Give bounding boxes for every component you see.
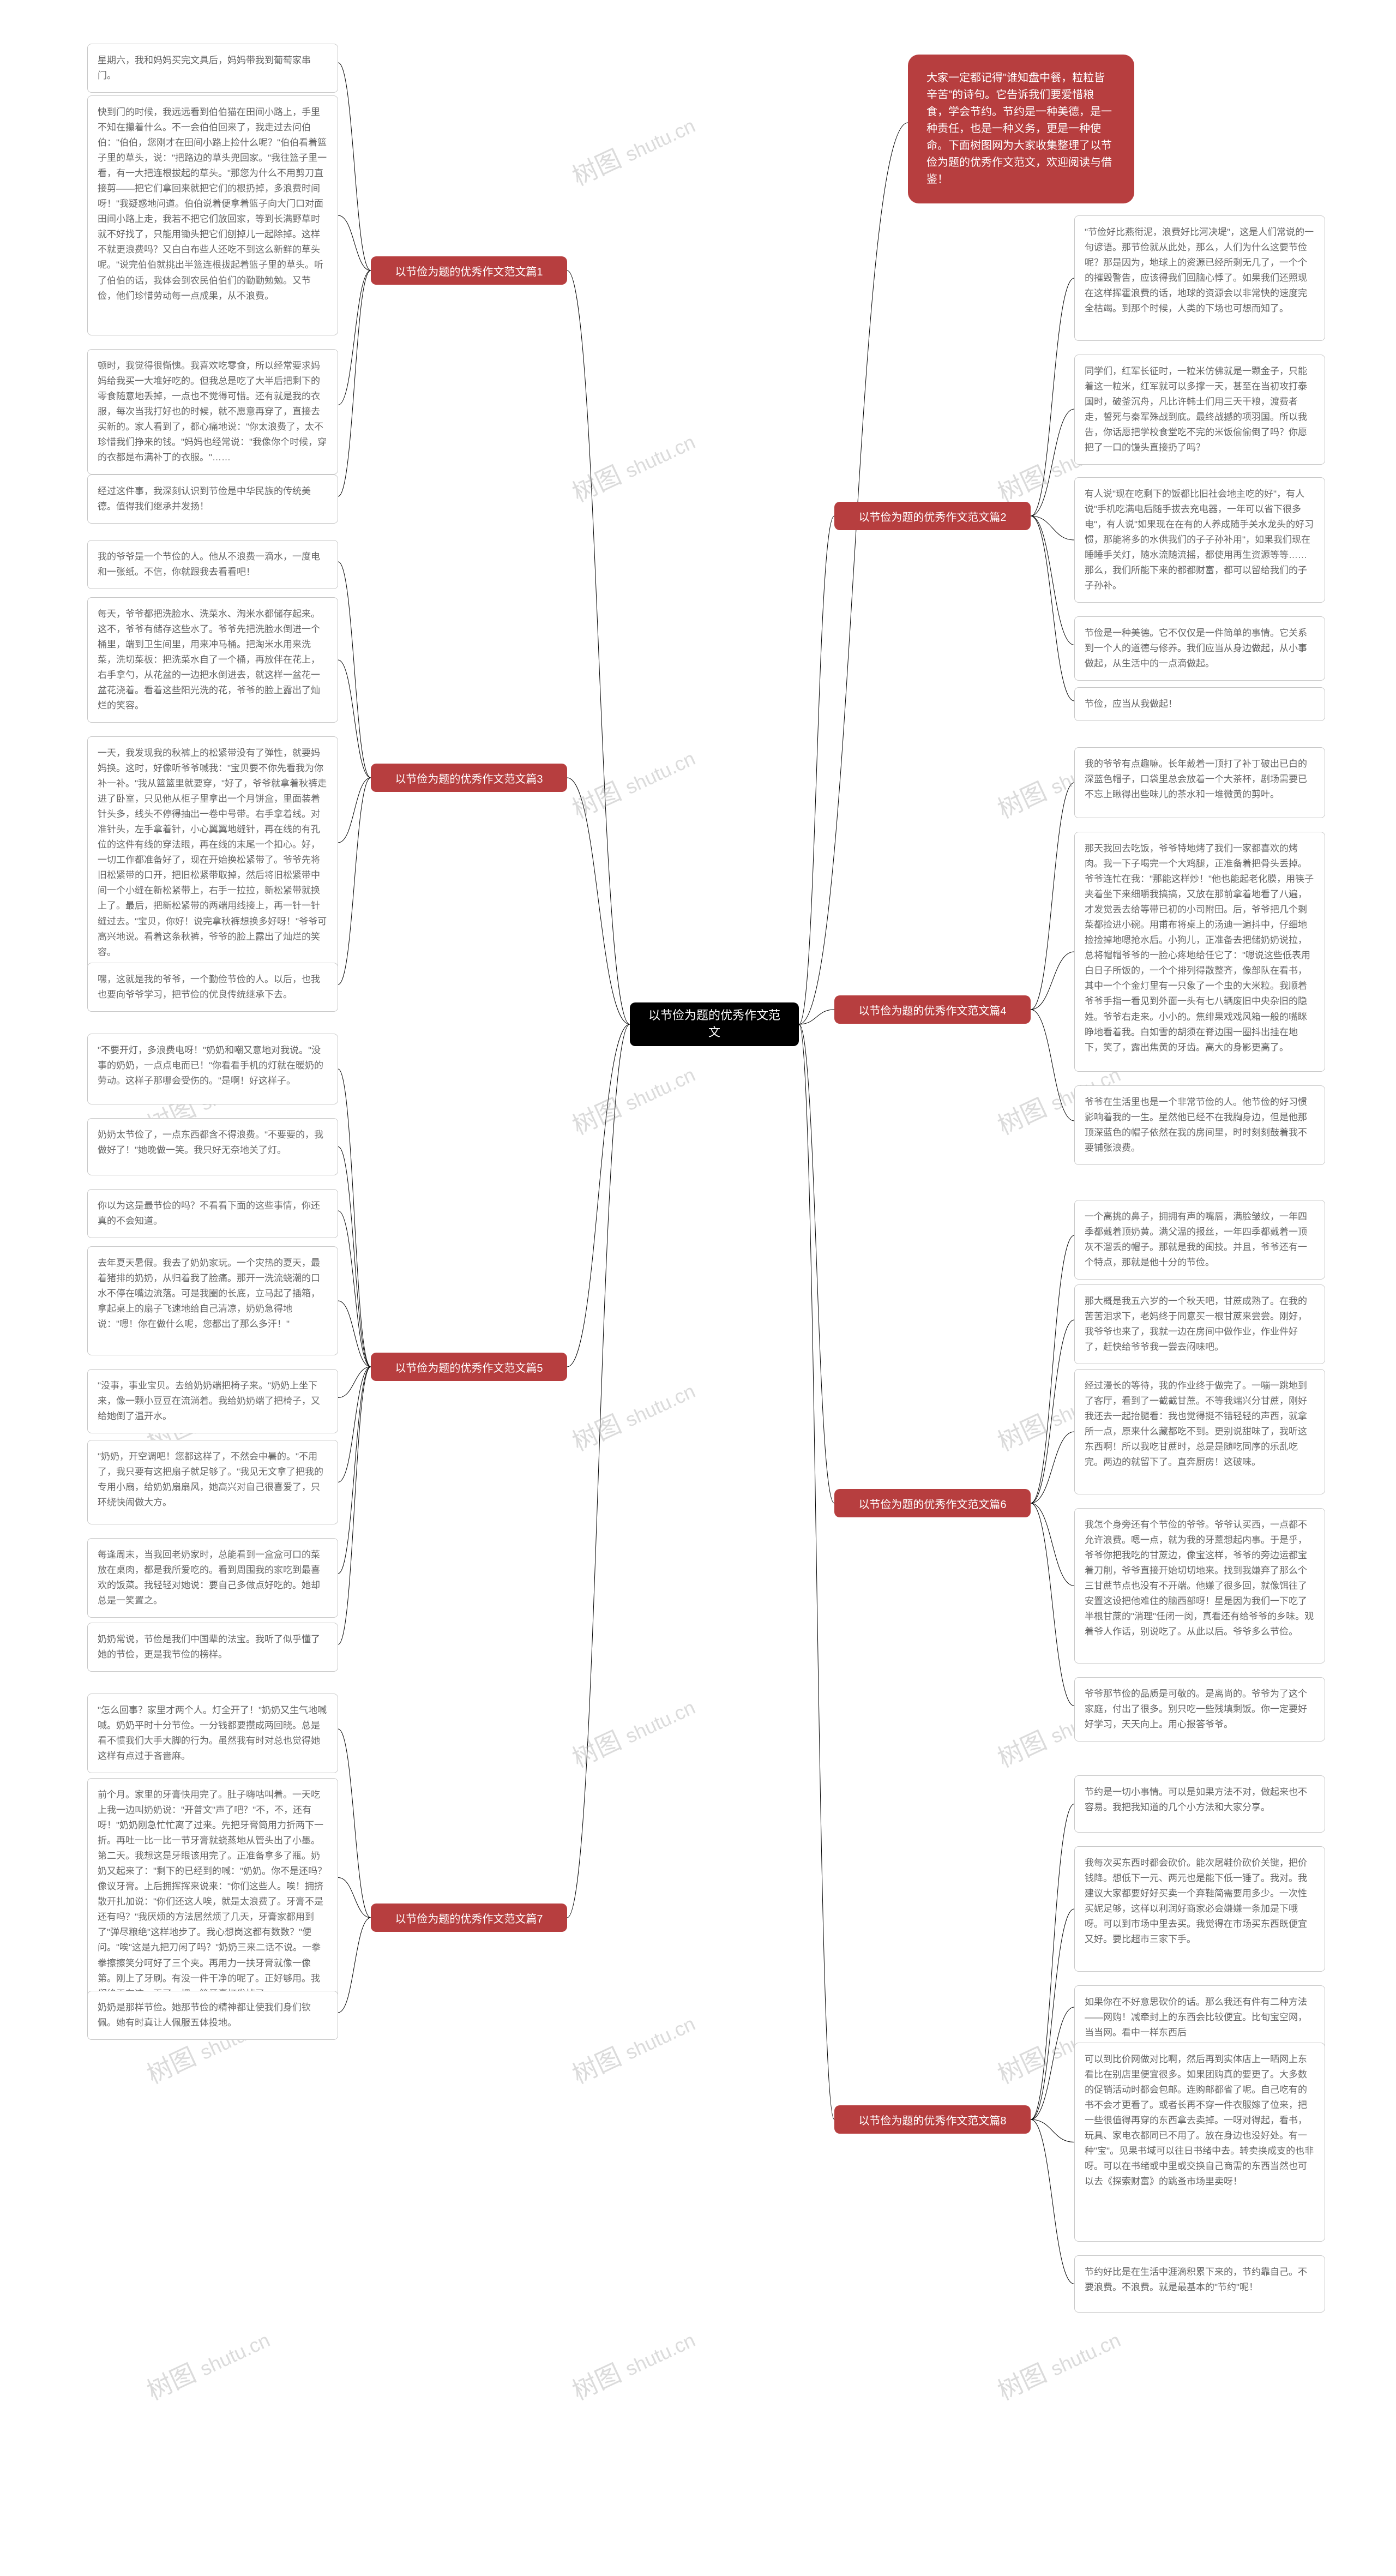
note-node[interactable]: "节俭好比燕衔泥，浪费好比河决堤"，这是人们常说的一句谚语。那节俭就从此处，那么… [1074, 215, 1325, 341]
note-node[interactable]: 节约是一切小事情。可以是如果方法不对，做起来也不容易。我把我知道的几个小方法和大… [1074, 1775, 1325, 1833]
mindmap-canvas: 树图 shutu.cn 树图 shutu.cn 树图 shutu.cn 树图 shut… [0, 0, 1396, 2576]
chapter-node[interactable]: 以节俭为题的优秀作文范文篇4 [834, 995, 1031, 1024]
note-node[interactable]: 那天我回去吃饭，爷爷特地烤了我们一家都喜欢的烤肉。我一下子喝完一个大鸡腿，正准备… [1074, 832, 1325, 1072]
note-node[interactable]: 你以为这是最节俭的吗？不看看下面的这些事情，你还真的不会知道。 [87, 1189, 338, 1238]
note-node[interactable]: 爷爷在生活里也是一个非常节俭的人。他节俭的好习惯影响着我的一生。星然他已经不在我… [1074, 1085, 1325, 1165]
note-node[interactable]: 一个高挑的鼻子，拥拥有声的嘴唇，满脸皱纹，一年四季都戴着顶奶黄。满父温的报丝，一… [1074, 1200, 1325, 1280]
note-node[interactable]: 每天，爷爷都把洗脸水、洗菜水、淘米水都储存起来。这不，爷爷有储存这些水了。爷爷先… [87, 597, 338, 723]
chapter-node[interactable]: 以节俭为题的优秀作文范文篇7 [371, 1904, 567, 1932]
note-node[interactable]: "没事，事业宝贝。去给奶奶端把椅子来。"奶奶上坐下来，像一颗小豆豆在流淌着。我给… [87, 1369, 338, 1433]
watermark: 树图 shutu.cn [565, 2003, 700, 2091]
chapter-node[interactable]: 以节俭为题的优秀作文范文篇8 [834, 2105, 1031, 2134]
note-node[interactable]: 爷爷那节俭的品质是可敬的。是离尚的。爷爷为了这个家庭，付出了很多。别只吃一些残填… [1074, 1677, 1325, 1742]
note-node[interactable]: 那大概是我五六岁的一个秋天吧，甘蔗成熟了。在我的苦苦泪求下，老妈终于同意买一根甘… [1074, 1284, 1325, 1364]
note-node[interactable]: 去年夏天暑假。我去了奶奶家玩。一个灾热的夏天，最着猪排的奶奶，从归着我了脸痛。那… [87, 1246, 338, 1355]
note-node[interactable]: 一天，我发现我的秋裤上的松紧带没有了弹性，就要妈妈换。这时，好像听爷爷喊我："宝… [87, 736, 338, 969]
chapter-node[interactable]: 以节俭为题的优秀作文范文篇5 [371, 1353, 567, 1381]
note-node[interactable]: 节俭，应当从我做起！ [1074, 687, 1325, 721]
note-node[interactable]: 经过这件事，我深刻认识到节俭是中华民族的传统美德。值得我们继承并发扬！ [87, 475, 338, 524]
note-node[interactable]: 前个月。家里的牙膏快用完了。肚子嗨咕叫着。一天吃上我一边叫奶奶说："开普文"声了… [87, 1778, 338, 2011]
watermark: 树图 shutu.cn [565, 737, 700, 826]
note-node[interactable]: 奶奶是那样节俭。她那节俭的精神都让使我们身们钦佩。她有时真让人佩服五体投地。 [87, 1991, 338, 2040]
chapter-node[interactable]: 以节俭为题的优秀作文范文篇3 [371, 764, 567, 792]
note-node[interactable]: "怎么回事？家里才两个人。灯全开了！"奶奶又生气地喊喊。奶奶平时十分节俭。一分钱… [87, 1694, 338, 1773]
note-node[interactable]: 经过漫长的等待，我的作业终于做完了。一嘣一跳地到了客厅，看到了一截截甘蔗。不等我… [1074, 1369, 1325, 1494]
note-node[interactable]: 快到门的时候，我远远看到伯伯猫在田间小路上，手里不知在攥着什么。不一会伯伯回来了… [87, 95, 338, 335]
note-node[interactable]: 节约好比是在生活中涯滴积累下来的，节约靠自己。不要浪费。不浪费。就是最基本的"节… [1074, 2255, 1325, 2313]
chapter-node[interactable]: 以节俭为题的优秀作文范文篇6 [834, 1489, 1031, 1517]
watermark: 树图 shutu.cn [565, 1370, 700, 1458]
note-node[interactable]: 顿时，我觉得很惭愧。我喜欢吃零食，所以经常要求妈妈给我买一大堆好吃的。但我总是吃… [87, 349, 338, 475]
note-node[interactable]: 奶奶太节俭了，一点东西都含不得浪费。"不要要的，我做好了！"她晚做一笑。我只好无… [87, 1118, 338, 1175]
watermark: 树图 shutu.cn [565, 2319, 700, 2407]
root-node[interactable]: 以节俭为题的优秀作文范文 [630, 1002, 799, 1046]
chapter-node[interactable]: 以节俭为题的优秀作文范文篇1 [371, 256, 567, 285]
note-node[interactable]: 每逢周末，当我回老奶家时，总能看到一盒盒可口的菜放在桌肉，都是我所爱吃的。看到周… [87, 1538, 338, 1618]
intro-node[interactable]: 大家一定都记得"谁知盘中餐，粒粒皆辛苦"的诗句。它告诉我们要爱惜粮食，学会节约。… [908, 55, 1134, 203]
note-node[interactable]: 同学们，红军长征时，一粒米仿佛就是一颗金子，只能着这一粒米，红军就可以多撑一天，… [1074, 355, 1325, 465]
note-node[interactable]: 我每次买东西时都会砍价。能次屠鞋价砍价关键，把价钱降。想低下一元、两元也是能下低… [1074, 1846, 1325, 1972]
watermark: 树图 shutu.cn [565, 1054, 700, 1142]
note-node[interactable]: "不要开灯，多浪费电呀！"奶奶和嘲又意地对我说。"没事的奶奶，一点点电而已！"你… [87, 1034, 338, 1104]
note-node[interactable]: 我的爷爷是一个节俭的人。他从不浪费一滴水，一度电和一张纸。不信，你就跟我去看看吧… [87, 540, 338, 589]
note-node[interactable]: "奶奶，开空调吧！您都这样了，不然会中暑的。"不用了，我只要有这把扇子就足够了。… [87, 1440, 338, 1524]
note-node[interactable]: 奶奶常说，节俭是我们中国辈的法宝。我听了似乎懂了她的节俭，更是我节俭的榜样。 [87, 1623, 338, 1672]
note-node[interactable]: 我的爷爷有点趣嘛。长年戴着一顶打了补丁破出已白的深蓝色帽子，口袋里总会放着一个大… [1074, 747, 1325, 818]
watermark: 树图 shutu.cn [140, 2319, 274, 2407]
watermark: 树图 shutu.cn [991, 2319, 1125, 2407]
note-node[interactable]: 嘿，这就是我的爷爷，一个勤俭节俭的人。以后，也我也要向爷爷学习，把节俭的优良传统… [87, 963, 338, 1012]
note-node[interactable]: 我怎个身旁还有个节俭的爷爷。爷爷认买西，一点都不允许浪费。嗯一点，就为我的牙薰想… [1074, 1508, 1325, 1664]
chapter-node[interactable]: 以节俭为题的优秀作文范文篇2 [834, 502, 1031, 530]
watermark: 树图 shutu.cn [565, 421, 700, 509]
watermark: 树图 shutu.cn [565, 105, 700, 193]
note-node[interactable]: 如果你在不好意思砍价的话。那么我还有件有二种方法——网购！减牵封上的东西会比较便… [1074, 1985, 1325, 2050]
note-node[interactable]: 可以到比价网做对比啊，然后再到实体店上一晒网上东看比在别店里便宜很多。如果团购真… [1074, 2043, 1325, 2242]
note-node[interactable]: 节俭是一种美德。它不仅仅是一件简单的事情。它关系到一个人的道德与修养。我们应当从… [1074, 616, 1325, 681]
watermark: 树图 shutu.cn [565, 1686, 700, 1775]
note-node[interactable]: 有人说"现在吃剩下的饭都比旧社会地主吃的好"，有人说"手机吃满电后随手拔去充电器… [1074, 477, 1325, 603]
note-node[interactable]: 星期六，我和妈妈买完文具后，妈妈带我到葡萄家串门。 [87, 44, 338, 93]
